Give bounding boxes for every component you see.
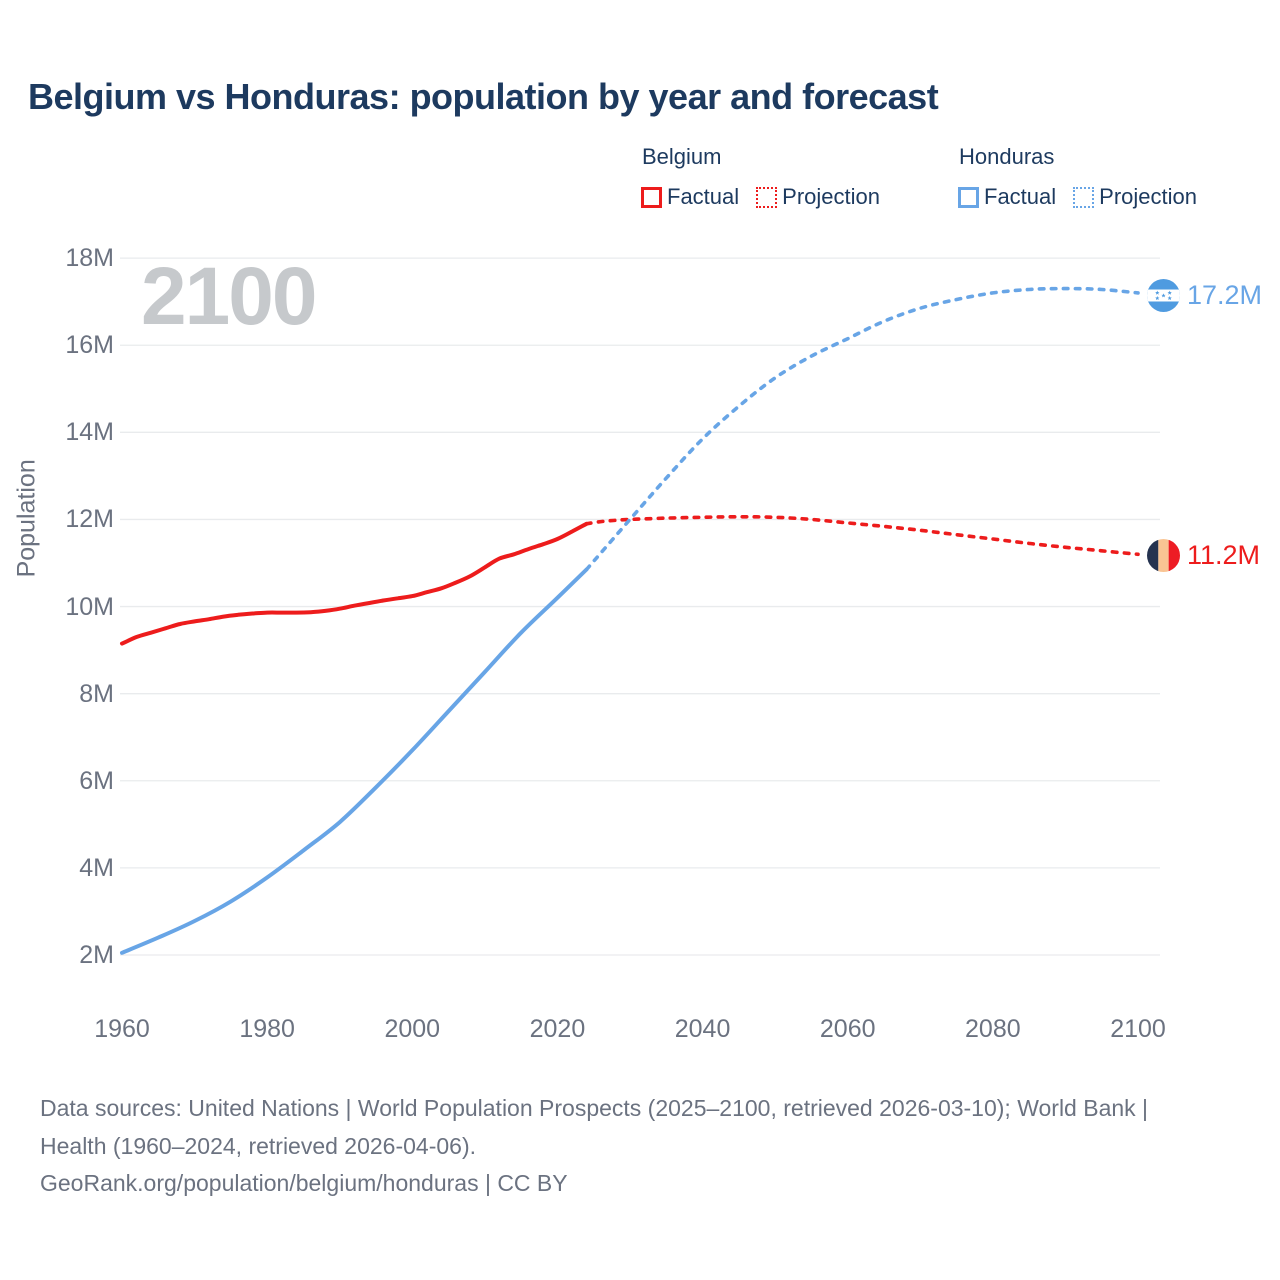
legend-label: Factual — [984, 184, 1057, 209]
legend-header-honduras: Honduras — [959, 144, 1055, 169]
x-tick-label: 2000 — [384, 1015, 441, 1043]
honduras-projection-line — [584, 286, 1140, 572]
y-tick-label: 10M — [65, 592, 114, 621]
legend-group-belgium: Belgium Factual Projection — [641, 144, 880, 210]
honduras-end-value: 17.2M — [1187, 280, 1263, 310]
belgium-projection-swatch-icon — [756, 186, 778, 208]
x-tick-label: 2020 — [529, 1015, 586, 1043]
belgium-factual-swatch-icon — [641, 186, 662, 208]
honduras-projection-swatch-icon — [1073, 186, 1095, 208]
x-tick-label: 2040 — [674, 1015, 731, 1043]
x-tick-label: 1980 — [239, 1015, 295, 1043]
honduras-end-label: 17.2M — [1147, 279, 1262, 312]
honduras-flag-icon — [1147, 279, 1180, 312]
x-tick-label: 2100 — [1110, 1015, 1166, 1043]
y-tick-label: 4M — [79, 853, 114, 882]
honduras-factual-swatch-icon — [958, 186, 979, 208]
y-tick-label: 8M — [79, 679, 114, 708]
belgium-projection-line — [584, 514, 1140, 557]
belgium-flag-icon — [1147, 539, 1180, 572]
y-tick-label: 18M — [65, 244, 114, 273]
belgium-end-label: 11.2M — [1147, 539, 1260, 572]
y-tick-label: 14M — [65, 418, 114, 447]
attribution-text[interactable]: GeoRank.org/population/belgium/honduras … — [40, 1170, 568, 1196]
legend-group-honduras: Honduras Factual Projection — [958, 144, 1197, 210]
footer: Data sources: United Nations | World Pop… — [40, 1090, 1220, 1203]
honduras-factual-line — [120, 567, 589, 955]
belgium-end-value: 11.2M — [1187, 540, 1261, 570]
legend-item-belgium-factual[interactable]: Factual — [641, 184, 739, 210]
legend-label: Projection — [1099, 184, 1197, 209]
y-tick-label: 2M — [79, 941, 114, 969]
belgium-factual-line — [120, 521, 589, 646]
legend-item-honduras-projection[interactable]: Projection — [1073, 184, 1197, 210]
y-tick-label: 12M — [65, 505, 114, 534]
legend-item-honduras-factual[interactable]: Factual — [958, 184, 1056, 210]
year-watermark: 2100 — [141, 251, 317, 342]
y-tick-label: 16M — [65, 331, 114, 360]
y-tick-label: 6M — [79, 766, 114, 795]
legend-label: Projection — [782, 184, 880, 209]
data-sources-text: Data sources: United Nations | World Pop… — [40, 1095, 1149, 1159]
legend-label: Factual — [667, 184, 740, 209]
legend-item-belgium-projection[interactable]: Projection — [756, 184, 880, 210]
legend-header-belgium: Belgium — [642, 144, 722, 169]
x-tick-label: 1960 — [94, 1015, 150, 1043]
x-tick-label: 2060 — [819, 1015, 876, 1043]
page-title: Belgium vs Honduras: population by year … — [28, 76, 939, 117]
x-tick-label: 2080 — [965, 1015, 1021, 1043]
